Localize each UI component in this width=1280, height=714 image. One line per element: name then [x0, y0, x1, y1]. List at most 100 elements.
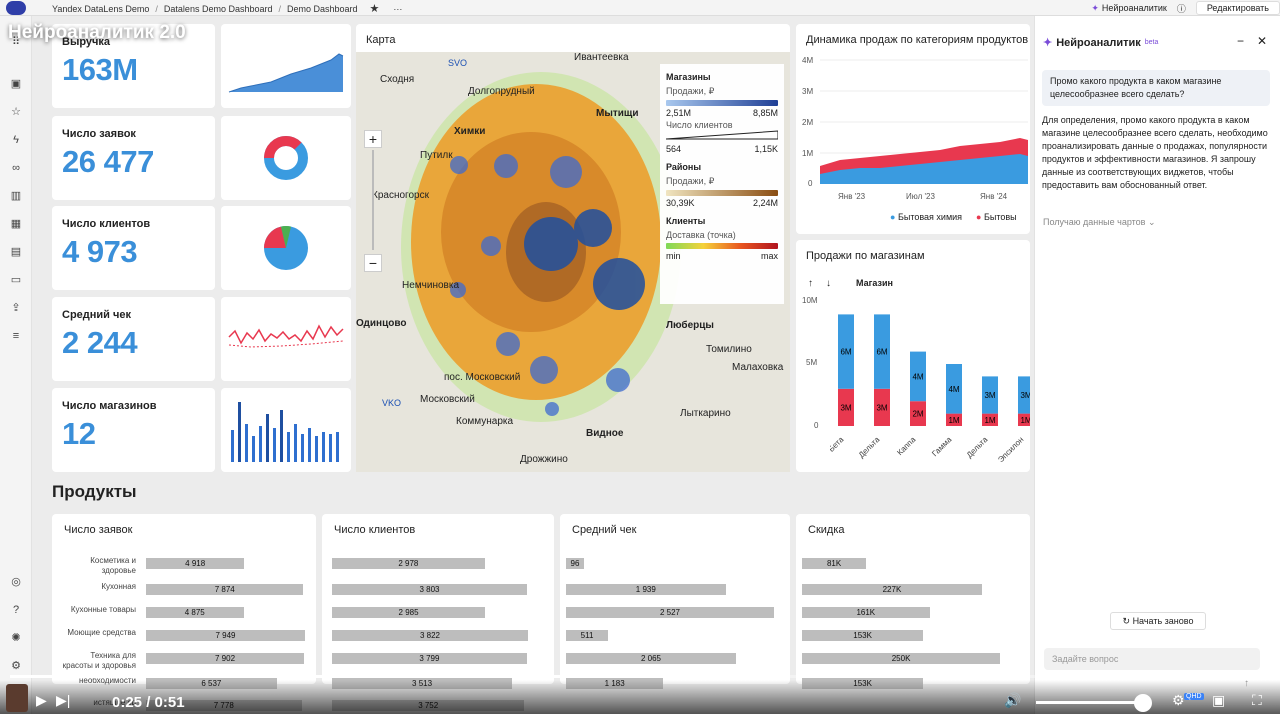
check-circle-icon[interactable]: ◎	[11, 576, 21, 588]
area-ytick: 2M	[802, 118, 814, 127]
miniplayer-icon[interactable]: ▣	[1212, 692, 1226, 708]
map-place-label: Мытищи	[596, 108, 639, 119]
store-bar-segment[interactable]	[838, 388, 854, 426]
help-icon[interactable]: ?	[12, 604, 20, 616]
legend-district-max: 2,24M	[752, 198, 778, 208]
store-bar-segment[interactable]	[874, 314, 890, 389]
legend-clients-size-ramp	[665, 130, 779, 140]
upload-icon[interactable]: ⇪	[11, 302, 21, 314]
product-bar[interactable]: 161K	[802, 607, 930, 618]
loading-status: Получаю данные чартов ⌄	[1043, 217, 1156, 228]
mini-pie-chart	[221, 206, 351, 290]
store-bar-segment[interactable]	[1018, 413, 1030, 426]
product-bar[interactable]: 2 065	[566, 653, 736, 664]
product-bar[interactable]: 2 985	[332, 607, 486, 618]
product-bar[interactable]: 3 822	[332, 630, 528, 641]
charts-icon[interactable]: ▥	[10, 190, 22, 202]
product-bar[interactable]: 250K	[802, 653, 1001, 664]
app-logo[interactable]	[6, 1, 26, 15]
product-bar[interactable]: 7 874	[146, 584, 304, 595]
settings-sliders-icon[interactable]: ≡	[12, 330, 20, 342]
map-title: Карта	[366, 34, 396, 46]
assistant-title: Нейроаналитик	[1056, 36, 1141, 49]
top-bar: Yandex DataLens Demo / Datalens Demo Dash…	[0, 0, 1280, 16]
chevron-down-icon[interactable]: ⌄	[1147, 217, 1156, 227]
map-canvas[interactable]: Сходня Долгопрудный Ивантеевка Химки Мыт…	[356, 52, 790, 472]
kpi-card-stores: Число магазинов 12	[52, 388, 215, 472]
product-bar[interactable]: 81K	[802, 558, 867, 569]
legend-max: max	[760, 251, 778, 261]
play-icon[interactable]: ▶	[36, 692, 47, 708]
question-input[interactable]: Задайте вопрос	[1044, 648, 1260, 670]
close-icon[interactable]: ✕	[1257, 34, 1268, 48]
volume-icon[interactable]: 🔊	[1004, 692, 1022, 708]
breadcrumb-item-workbook[interactable]: Yandex DataLens Demo	[52, 3, 150, 14]
kpi-value: 26 477	[62, 144, 154, 179]
star-icon[interactable]: ★	[369, 3, 380, 15]
store-bar-segment[interactable]	[910, 351, 926, 402]
product-bar[interactable]: 511	[566, 630, 609, 641]
zoom-out-button[interactable]: −	[364, 254, 382, 272]
neuro-button[interactable]: ✦ Нейроаналитик	[1091, 3, 1166, 14]
store-column-header[interactable]: Магазин	[856, 278, 893, 288]
product-bar[interactable]: 2 978	[332, 558, 485, 569]
breadcrumb-item-dashboard[interactable]: Demo Dashboard	[287, 3, 358, 14]
dashboards-icon[interactable]: ▤	[10, 246, 22, 258]
store-bar-segment[interactable]	[910, 401, 926, 426]
product-bar[interactable]: 3 803	[332, 584, 528, 595]
zoom-slider[interactable]	[372, 150, 374, 250]
gear-icon[interactable]: ⚙	[11, 660, 21, 672]
product-bar[interactable]: 7 949	[146, 630, 305, 641]
store-bar-segment[interactable]	[1018, 376, 1030, 414]
legend-sales-label: Продажи, ₽	[666, 86, 715, 96]
product-bar[interactable]: 3 799	[332, 653, 527, 664]
kpi-value: 12	[62, 416, 96, 451]
store-bar-segment[interactable]	[838, 314, 854, 389]
store-category-label: Гамма	[930, 435, 954, 459]
skip-next-icon[interactable]: ▶|	[56, 692, 71, 708]
store-bar-segment[interactable]	[946, 364, 962, 414]
product-bar[interactable]: 7 902	[146, 653, 305, 664]
product-bar[interactable]: 96	[566, 558, 584, 569]
video-progress-bar[interactable]	[10, 675, 1270, 678]
product-bar[interactable]: 2 527	[566, 607, 774, 618]
connections-icon[interactable]: ∞	[12, 162, 20, 174]
legend-item[interactable]: ● Бытовая химия	[890, 212, 963, 222]
edit-button[interactable]: Редактировать	[1195, 1, 1280, 15]
collections-icon[interactable]: ▣	[10, 78, 22, 90]
map-place-label: пос. Московский	[444, 372, 521, 383]
product-bar[interactable]: 4 918	[146, 558, 245, 569]
legend-item[interactable]: ● Бытовы	[976, 212, 1017, 222]
store-bar-segment[interactable]	[874, 388, 890, 426]
zoom-in-button[interactable]: +	[364, 130, 382, 148]
panel-title: Число клиентов	[334, 524, 416, 536]
legend-delivery-gradient	[666, 243, 778, 249]
favorites-icon[interactable]: ☆	[11, 106, 21, 118]
store-bar-segment[interactable]	[982, 376, 998, 414]
breadcrumb-item-folder[interactable]: Datalens Demo Dashboard	[163, 3, 273, 14]
product-bar[interactable]: 227K	[802, 584, 982, 595]
store-bars-plot: 3M 6M Бета 3M 6M Дельта 2M 4M Каппа 1M 4M Гамма 1M 3M…	[830, 314, 1030, 464]
product-bar[interactable]: 1 939	[566, 584, 726, 595]
restart-button[interactable]: ↻ Начать заново	[1110, 612, 1206, 630]
map-place-label: Томилино	[706, 344, 752, 355]
info-icon[interactable]: ⓘ	[1176, 3, 1186, 14]
bug-icon[interactable]: ✺	[11, 632, 21, 644]
store-bar-segment[interactable]	[946, 413, 962, 426]
flash-icon[interactable]: ϟ	[13, 134, 19, 146]
sort-asc-icon[interactable]: ↑	[808, 278, 813, 289]
folder-icon[interactable]: ▭	[10, 274, 22, 286]
volume-slider[interactable]	[1036, 701, 1136, 704]
apps-grid-icon[interactable]: ⠿	[11, 36, 21, 48]
minimize-icon[interactable]: −	[1237, 34, 1245, 48]
store-bar-segment[interactable]	[982, 413, 998, 426]
more-icon[interactable]: ···	[393, 3, 403, 14]
product-bar[interactable]: 153K	[802, 630, 924, 641]
product-bar[interactable]: 4 875	[146, 607, 244, 618]
settings-icon[interactable]: ⚙	[1172, 692, 1185, 708]
legend-sales-max: 8,85M	[752, 108, 778, 118]
volume-knob[interactable]	[1134, 694, 1152, 712]
sort-desc-icon[interactable]: ↓	[826, 278, 831, 289]
fullscreen-icon[interactable]: ⛶	[1252, 692, 1262, 708]
datasets-icon[interactable]: ▦	[10, 218, 22, 230]
